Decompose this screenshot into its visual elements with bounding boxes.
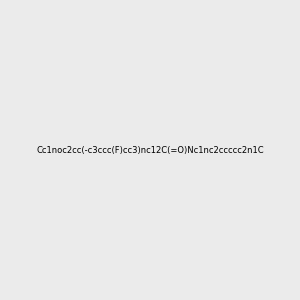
Text: Cc1noc2cc(-c3ccc(F)cc3)nc12C(=O)Nc1nc2ccccc2n1C: Cc1noc2cc(-c3ccc(F)cc3)nc12C(=O)Nc1nc2cc… bbox=[36, 146, 264, 154]
